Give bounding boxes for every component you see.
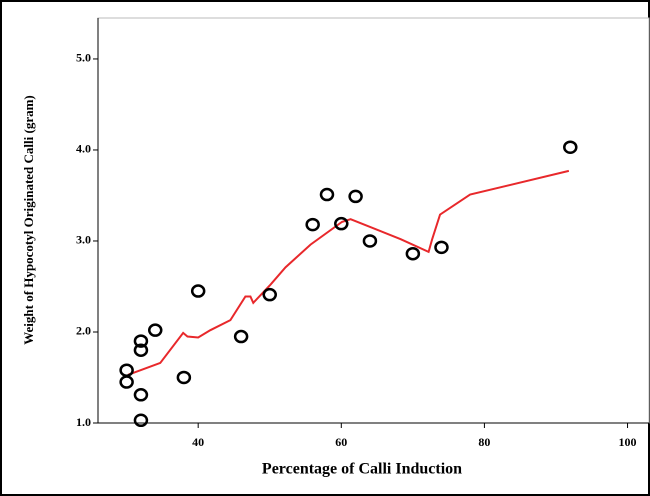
x-tick-label: 80 [478,435,490,449]
x-axis-label: Percentage of Calli Induction [262,461,462,478]
point [334,216,349,231]
point [319,187,335,202]
point [348,189,363,204]
y-axis-label: Weight of Hypocotyl Originated Calli (gr… [21,95,36,345]
y-tick-label: 3.0 [76,233,91,247]
y-tick-label: 4.0 [76,142,91,156]
point [133,343,149,357]
point [133,388,149,402]
point [147,323,163,337]
y-tick-label: 1.0 [76,415,91,429]
x-tick-label: 60 [335,435,347,449]
point [233,329,249,344]
point [119,375,134,389]
x-tick-label: 40 [192,435,204,449]
point [362,234,378,248]
y-tick-label: 5.0 [76,51,91,65]
point [305,217,320,232]
point [434,240,449,255]
x-tick-label: 100 [619,435,637,449]
point [133,334,149,348]
fit-line [127,169,570,376]
y-tick-label: 2.0 [76,324,91,338]
point [563,140,578,154]
point [176,370,192,385]
point [405,246,421,261]
plot-area [97,17,650,424]
point [190,284,206,298]
point [133,413,149,428]
point [262,287,277,302]
